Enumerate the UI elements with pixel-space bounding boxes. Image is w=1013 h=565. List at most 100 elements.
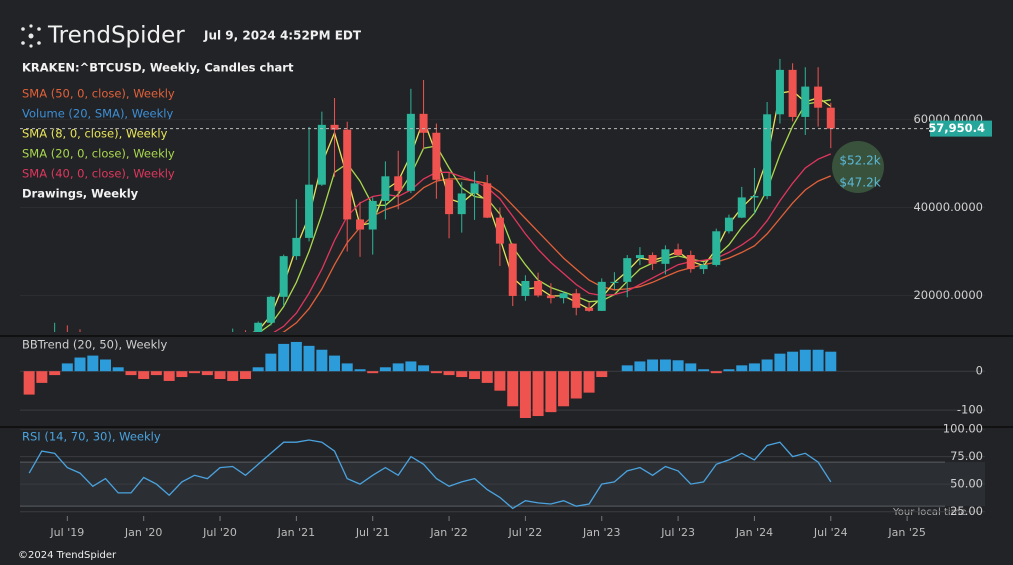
histogram-bar [379,367,391,372]
histogram-bar [761,359,773,372]
y-tick-label: 0 [976,364,983,378]
candle-body [737,197,746,218]
histogram-bar [329,355,341,372]
candle-body [419,113,428,133]
x-tick-label: Jul '22 [508,526,543,539]
candle-body [406,113,415,191]
candle-body [368,200,377,230]
histogram-bar [825,351,837,372]
candle-body [279,256,288,297]
histogram-bar [87,355,99,372]
histogram-bar [596,371,608,378]
histogram-bar [634,361,646,372]
candle-body [724,217,733,232]
histogram-bar [316,349,328,372]
copyright: ©2024 TrendSpider [18,550,117,561]
histogram-bar [214,371,226,379]
histogram-bar [469,371,481,379]
x-tick-label: Jul '21 [355,526,390,539]
x-tick-label: Jul '24 [813,526,848,539]
y-tick-label: 20000.0000 [913,288,983,302]
sma-line [273,153,832,332]
histogram-bar [481,371,493,383]
histogram-bar [290,341,302,372]
plot-area [20,341,985,418]
x-tick-label: Jan '22 [429,526,467,539]
candle-body [750,196,759,198]
histogram-bar [138,371,150,379]
y-tick-label: -100 [957,403,983,417]
candle-body [470,183,479,194]
histogram-bar [150,371,162,376]
y-tick-label: 50.00 [950,477,983,491]
rsi-line [28,439,832,510]
histogram-bar [545,371,557,413]
candle-body [305,184,314,238]
last-price-box [930,120,992,137]
histogram-bar [685,363,697,372]
histogram-bar [583,371,595,393]
candle-body [712,231,721,265]
annotation-label: $47.2k [839,175,880,189]
x-tick-label: Jul '23 [660,526,695,539]
candle-body [572,293,581,308]
histogram-bar [405,361,417,372]
panel-title: RSI (14, 70, 30), Weekly [22,430,161,444]
candle-body [686,255,695,270]
candle-body [394,176,403,191]
timestamp: Jul 9, 2024 4:52PM EDT [203,29,362,43]
histogram-bar [443,371,455,376]
brand: TrendSpider [47,23,185,49]
candle-body [648,255,657,264]
histogram-bar [252,367,264,372]
histogram-bar [812,349,824,372]
candle-body [495,217,504,244]
histogram-bar [265,353,277,372]
candle-body [610,281,619,283]
candle-body [445,179,454,215]
histogram-bar [36,371,48,383]
histogram-bar [354,369,366,372]
x-tick-label: Jan '25 [887,526,925,539]
histogram-bar [570,371,582,399]
histogram-bar [303,345,315,372]
histogram-bar [519,371,531,418]
histogram-bar [240,371,252,379]
candle-body [674,249,683,256]
candle-body [788,69,797,117]
candle-body [521,280,530,296]
histogram-bar [558,371,570,407]
y-tick-label: 100.00 [943,422,983,436]
y-tick-label: 25.00 [950,504,983,518]
histogram-bar [418,365,430,372]
y-tick-label: 75.00 [950,449,983,463]
candle-body [546,295,555,299]
histogram-bar [799,349,811,372]
candle-body [292,237,301,257]
candle-body [763,114,772,197]
candle-body [432,132,441,180]
histogram-bar [201,371,213,376]
x-tick-label: Jul '19 [49,526,84,539]
histogram-bar [189,371,201,374]
annotation-label: $52.2k [839,153,880,167]
legend-entry: SMA (40, 0, close), Weekly [22,167,175,181]
histogram-bar [112,367,124,372]
x-tick-label: Jan '20 [124,526,162,539]
plot-area [20,58,985,332]
candle-body [699,264,708,270]
last-price-label: 57,950.4 [928,121,985,135]
candle-body [356,219,365,230]
candle-body [457,193,466,215]
candle-body [661,249,670,264]
candle-body [343,129,352,220]
histogram-bar [163,371,175,381]
candle-body [317,124,326,185]
legend-entry: SMA (50, 0, close), Weekly [22,87,175,101]
candle-body [266,296,275,323]
candle-body [381,176,390,201]
histogram-bar [621,365,633,372]
histogram-bar [278,343,290,372]
